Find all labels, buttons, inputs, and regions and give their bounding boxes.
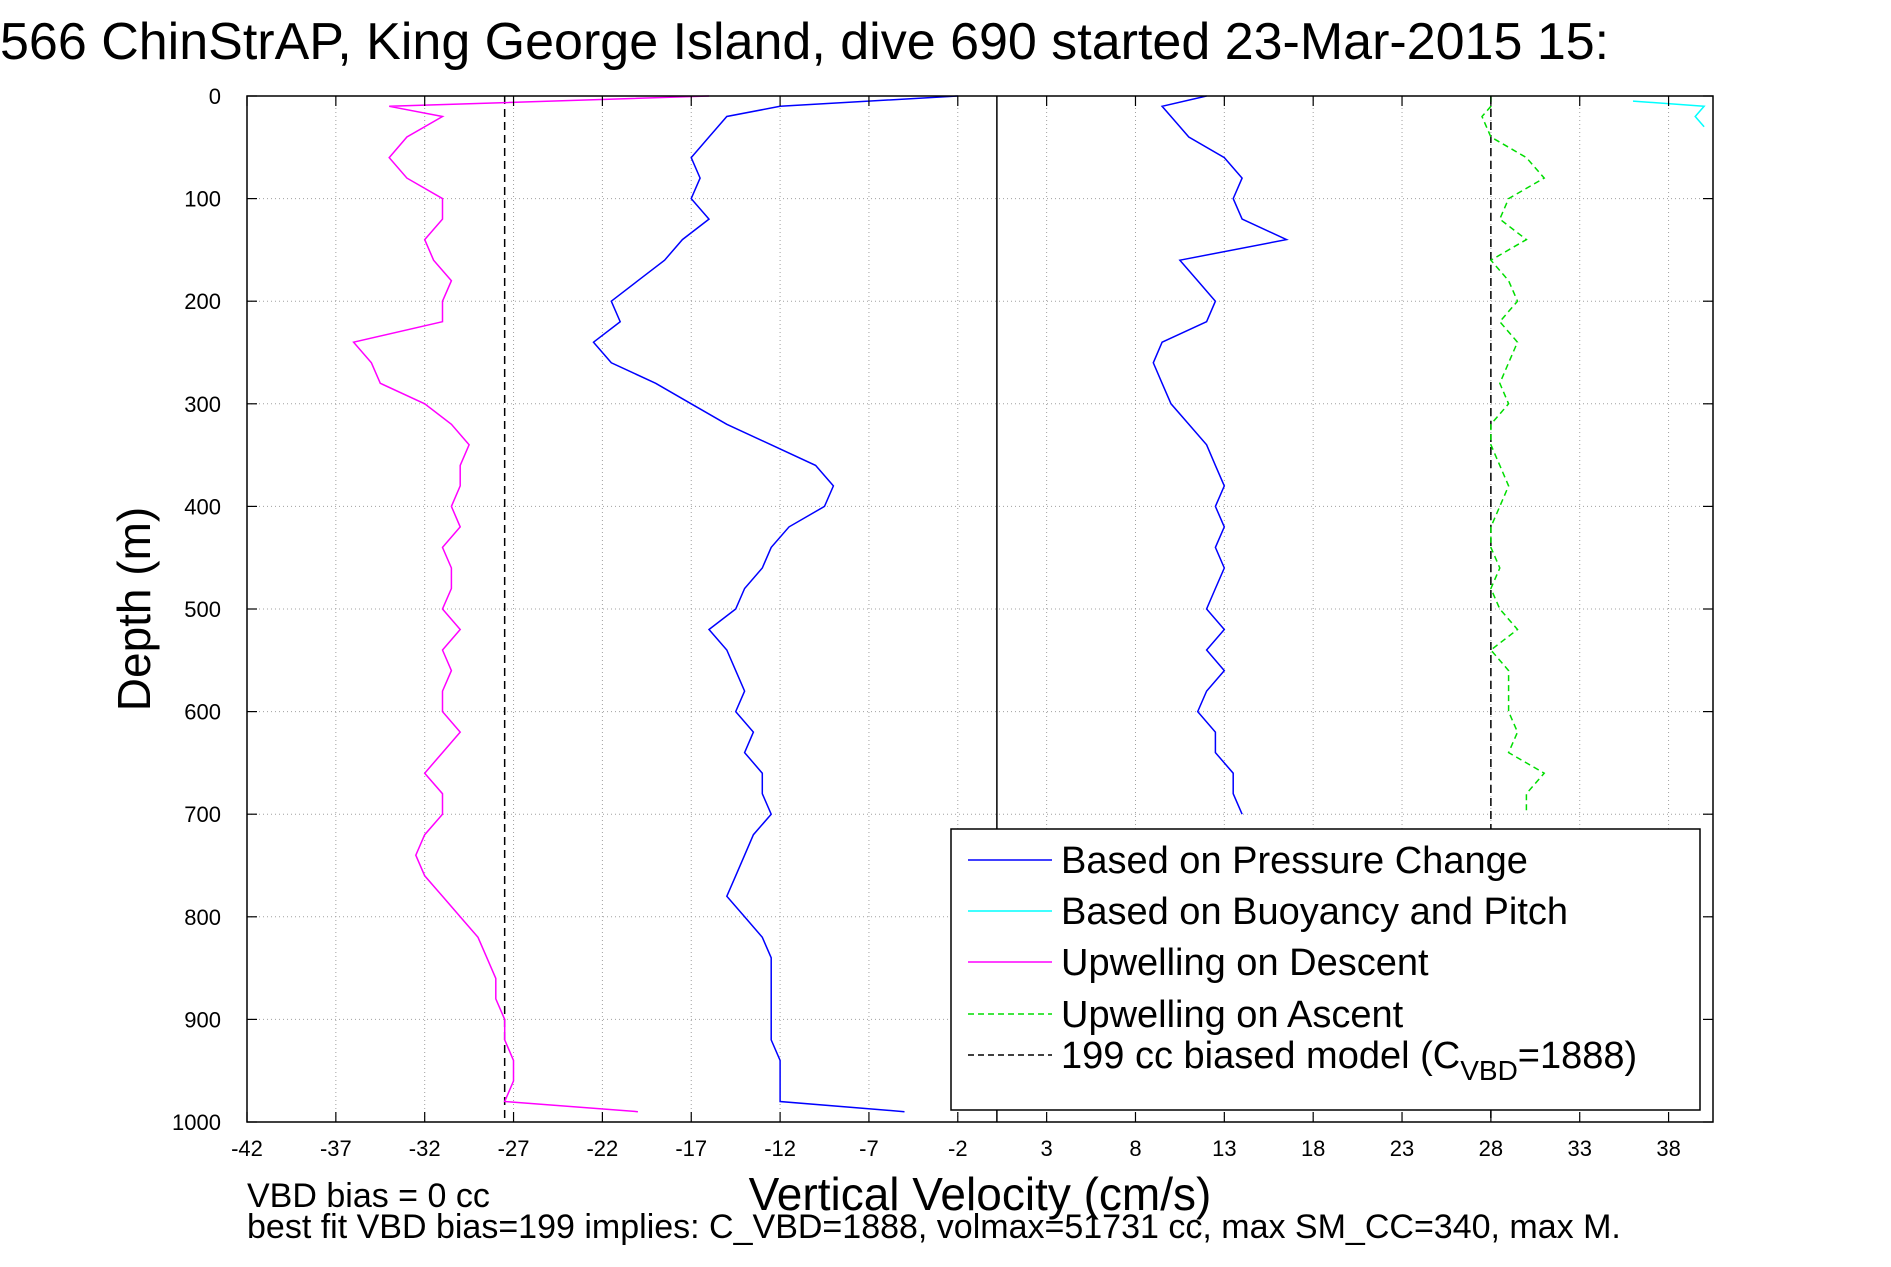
y-tick-label: 300 <box>184 392 221 417</box>
legend-label: Based on Buoyancy and Pitch <box>1061 891 1568 933</box>
y-tick-label: 600 <box>184 700 221 725</box>
series-line-4 <box>1481 96 1546 815</box>
chart-title: 566 ChinStrAP, King George Island, dive … <box>0 13 1609 71</box>
y-tick-label: 800 <box>184 905 221 930</box>
legend-label: Upwelling on Descent <box>1061 942 1429 984</box>
x-axis-label: Vertical Velocity (cm/s) <box>749 1168 1212 1220</box>
y-tick-label: 700 <box>184 802 221 827</box>
legend-box <box>950 828 1701 1111</box>
y-tick-label: 0 <box>209 84 221 109</box>
x-tick-label: -12 <box>764 1136 796 1161</box>
x-axis-ticks: -42 -37 -32 -27 -22 -17 -12 -7 -2 3 8 13 18 23 28 33 38 <box>231 96 1681 1161</box>
x-tick-label: -27 <box>498 1136 530 1161</box>
y-tick-label: 500 <box>184 597 221 622</box>
legend-label: 199 cc biased model (CVBD=1888) <box>1061 1035 1637 1086</box>
annotation-vbd-bias: VBD bias = 0 cc <box>247 1177 490 1215</box>
series-line-3 <box>352 95 710 1113</box>
y-tick-label: 200 <box>184 289 221 314</box>
x-tick-label: -17 <box>675 1136 707 1161</box>
y-tick-label: 400 <box>184 494 221 519</box>
x-tick-label: -2 <box>948 1136 968 1161</box>
data-series <box>352 95 1706 1113</box>
y-tick-label: 100 <box>184 187 221 212</box>
x-tick-label: 28 <box>1479 1136 1503 1161</box>
annotation-best-fit: best fit VBD bias=199 implies: C_VBD=188… <box>247 1208 1621 1246</box>
y-axis-ticks: 0 100 200 300 400 500 600 700 800 900 1000 <box>172 84 1713 1135</box>
y-axis-label: Depth (m) <box>108 507 160 711</box>
x-tick-label: 18 <box>1301 1136 1325 1161</box>
x-tick-label: 8 <box>1129 1136 1141 1161</box>
legend-label: Based on Pressure Change <box>1061 840 1528 882</box>
x-tick-label: 23 <box>1390 1136 1414 1161</box>
y-tick-label: 1000 <box>172 1110 221 1135</box>
x-tick-label: 33 <box>1567 1136 1591 1161</box>
x-tick-label: -42 <box>231 1136 263 1161</box>
x-tick-label: -32 <box>409 1136 441 1161</box>
y-tick-label: 900 <box>184 1007 221 1032</box>
legend-items: Based on Pressure Change Based on Buoyanc… <box>968 840 1637 1086</box>
legend-label: Upwelling on Ascent <box>1061 994 1404 1036</box>
x-tick-label: 3 <box>1041 1136 1053 1161</box>
x-tick-label: -22 <box>586 1136 618 1161</box>
x-tick-label: -37 <box>320 1136 352 1161</box>
x-tick-label: -7 <box>859 1136 879 1161</box>
legend: Based on Pressure Change Based on Buoyanc… <box>950 828 1701 1111</box>
series-line-1 <box>1152 95 1289 815</box>
x-tick-label: 38 <box>1656 1136 1680 1161</box>
x-tick-label: 13 <box>1212 1136 1236 1161</box>
series-line-0 <box>592 95 958 1113</box>
